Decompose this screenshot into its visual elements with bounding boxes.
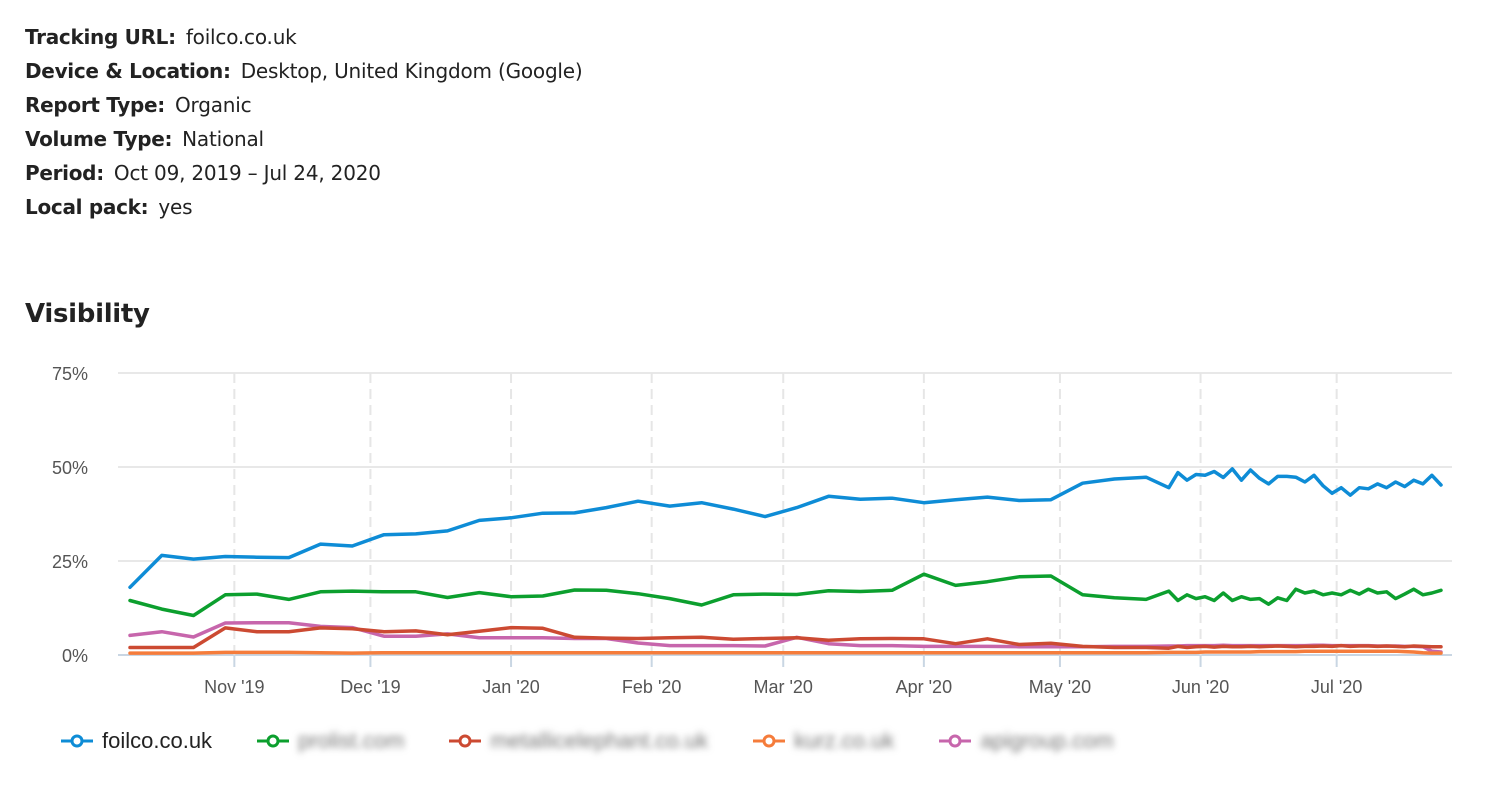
meta-key: Period: (25, 161, 104, 185)
meta-value: National (182, 127, 264, 151)
x-tick-label: Jun '20 (1172, 677, 1229, 697)
legend-marker-icon (61, 734, 93, 748)
meta-value: foilco.co.uk (185, 25, 297, 49)
legend-item[interactable]: metallicelephant.co.uk (448, 728, 708, 754)
legend-marker-icon (939, 734, 972, 748)
legend-marker-icon (449, 734, 482, 748)
y-tick-label: 75% (52, 364, 88, 384)
y-axis-labels: 0% 25% 50% 75% (52, 364, 88, 666)
meta-value: Oct 09, 2019 – Jul 24, 2020 (113, 161, 381, 185)
meta-key: Device & Location: (25, 59, 231, 83)
series-lines (128, 467, 1443, 655)
meta-key: Tracking URL: (25, 25, 176, 49)
y-tick-label: 0% (62, 646, 88, 666)
legend-label: apigroup.com (980, 728, 1114, 753)
x-tick-label: May '20 (1029, 677, 1091, 697)
visibility-chart[interactable]: 0% 25% 50% 75% Nov '19 Dec '19 Jan '20 Feb '20… (0, 340, 1486, 710)
meta-value: yes (158, 195, 193, 219)
meta-tracking-url: Tracking URL: foilco.co.uk (25, 20, 583, 54)
legend-item[interactable]: kurz.co.uk (752, 728, 894, 754)
x-tick-label: Jul '20 (1311, 677, 1362, 697)
legend-label: kurz.co.uk (794, 728, 895, 753)
meta-local-pack: Local pack: yes (25, 190, 583, 224)
x-tick-label: Feb '20 (622, 677, 681, 697)
meta-key: Report Type: (25, 93, 165, 117)
x-tick-label: Nov '19 (204, 677, 264, 697)
meta-value: Desktop, United Kingdom (Google) (240, 59, 583, 83)
series-line-foilco-co-uk (128, 467, 1443, 590)
chart-legend: foilco.co.uk prolist.com metallicelephant.… (60, 728, 1158, 754)
y-tick-label: 50% (52, 458, 88, 478)
x-tick-label: Dec '19 (340, 677, 400, 697)
legend-label: prolist.com (298, 728, 405, 753)
legend-item[interactable]: foilco.co.uk (60, 728, 212, 754)
x-gridlines (233, 373, 1338, 667)
meta-device-location: Device & Location: Desktop, United Kingdo… (25, 54, 583, 88)
series-line-prolist-com (128, 572, 1443, 618)
y-tick-label: 25% (52, 552, 88, 572)
y-gridlines (118, 372, 1452, 656)
series-line-metallicelephant-co-uk (128, 625, 1443, 650)
legend-item[interactable]: prolist.com (256, 728, 404, 754)
legend-item[interactable]: apigroup.com (938, 728, 1114, 754)
legend-label: foilco.co.uk (102, 728, 213, 753)
x-tick-label: Jan '20 (482, 677, 539, 697)
meta-value: Organic (175, 93, 252, 117)
meta-key: Volume Type: (25, 127, 173, 151)
report-meta: Tracking URL: foilco.co.uk Device & Locat… (25, 20, 583, 224)
x-tick-label: Apr '20 (896, 677, 952, 697)
legend-marker-icon (257, 734, 290, 748)
x-axis-labels: Nov '19 Dec '19 Jan '20 Feb '20 Mar '20 Apr '… (204, 677, 1362, 697)
series-line-kurz-co-uk (128, 649, 1443, 655)
legend-label: metallicelephant.co.uk (490, 728, 709, 753)
x-tick-label: Mar '20 (753, 677, 812, 697)
legend-marker-icon (753, 734, 786, 748)
meta-key: Local pack: (25, 195, 149, 219)
meta-report-type: Report Type: Organic (25, 88, 583, 122)
section-title-visibility: Visibility (25, 299, 150, 329)
meta-volume-type: Volume Type: National (25, 122, 583, 156)
meta-period: Period: Oct 09, 2019 – Jul 24, 2020 (25, 156, 583, 190)
